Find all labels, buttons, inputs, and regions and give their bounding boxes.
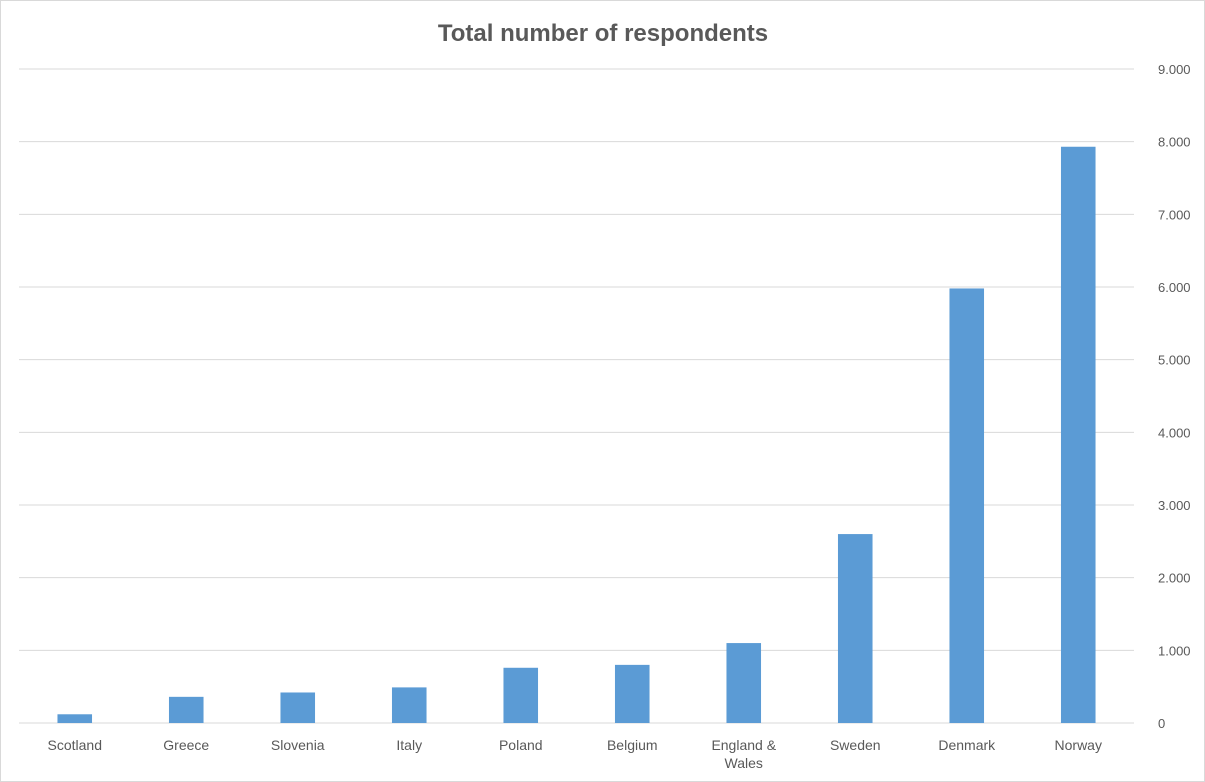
bar-denmark (949, 288, 985, 723)
x-tick-label: Denmark (938, 737, 996, 753)
bar-poland (503, 667, 539, 723)
y-tick-label: 7.000 (1158, 207, 1191, 222)
bars (57, 146, 1096, 724)
bar-italy (391, 687, 427, 723)
bar-england-wales (726, 643, 762, 723)
y-tick-label: 1.000 (1158, 643, 1191, 658)
y-axis-ticks: 0 1.000 2.000 3.000 4.000 5.000 6.000 7.000 8.00… (1158, 62, 1191, 731)
x-tick-label: Italy (396, 737, 422, 753)
x-tick-label: Norway (1055, 737, 1102, 753)
x-tick-label: England & Wales (711, 737, 776, 771)
y-tick-label: 9.000 (1158, 62, 1191, 77)
y-tick-label: 2.000 (1158, 571, 1191, 586)
bar-greece (168, 696, 204, 723)
x-tick-label: Belgium (607, 737, 658, 753)
bar-norway (1060, 146, 1096, 724)
x-tick-label: Greece (163, 737, 209, 753)
x-tick-label: Sweden (830, 737, 881, 753)
x-axis-ticks: Scotland Greece Slovenia Italy Poland Belgium… (48, 737, 1102, 771)
y-tick-label: 5.000 (1158, 353, 1191, 368)
bar-scotland (57, 714, 93, 723)
y-tick-label: 3.000 (1158, 498, 1191, 513)
gridlines (19, 68, 1134, 724)
bar-sweden (837, 534, 873, 723)
chart-title: Total number of respondents (438, 20, 768, 47)
y-tick-label: 6.000 (1158, 280, 1191, 295)
y-tick-label: 4.000 (1158, 425, 1191, 440)
y-tick-label: 0 (1158, 716, 1165, 731)
x-tick-label: Scotland (48, 737, 102, 753)
y-tick-label: 8.000 (1158, 135, 1191, 150)
bar-slovenia (280, 692, 316, 723)
x-tick-label: Poland (499, 737, 543, 753)
x-tick-label: Slovenia (271, 737, 325, 753)
bar-belgium (614, 664, 650, 723)
